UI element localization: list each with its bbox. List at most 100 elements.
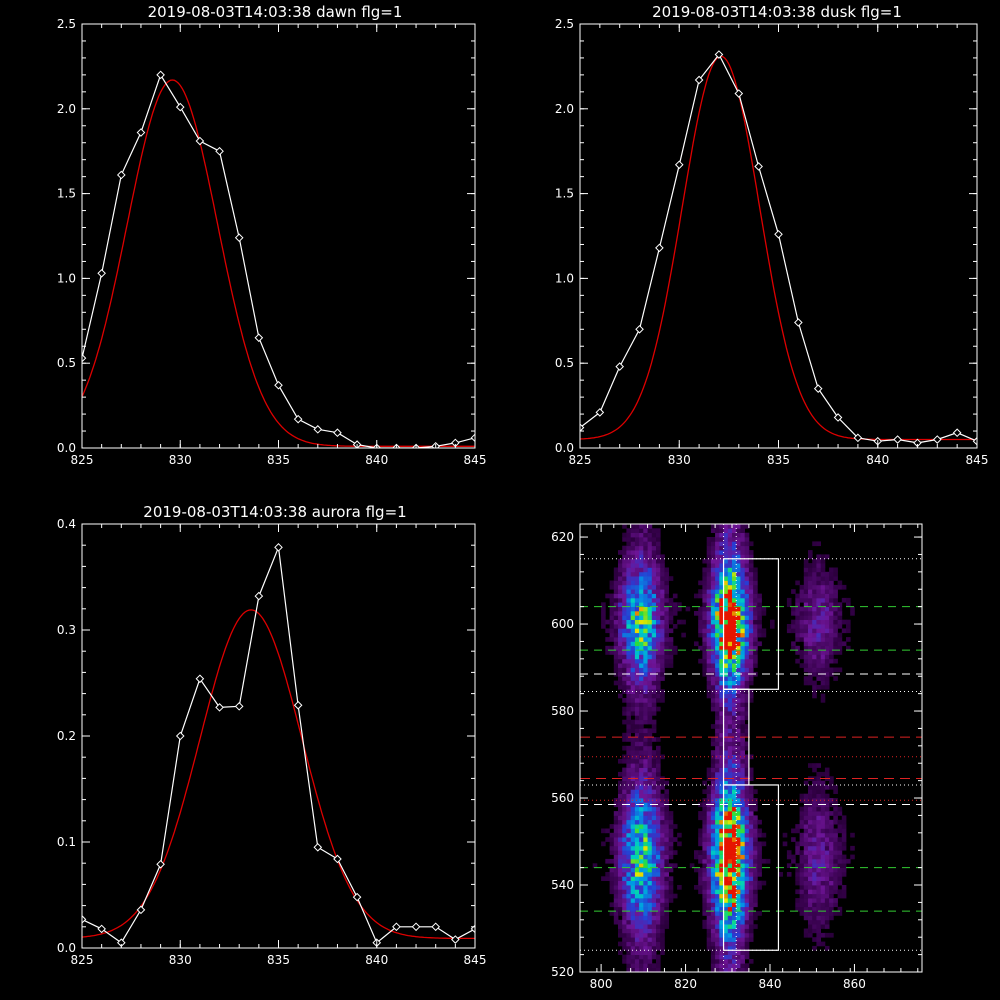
heatmap-pixel <box>803 850 809 855</box>
heatmap-pixel <box>710 911 716 916</box>
heatmap-pixel <box>753 902 758 908</box>
heatmap-pixel <box>748 541 754 547</box>
heatmap-pixel <box>719 645 724 651</box>
heatmap-pixel <box>639 563 644 568</box>
heatmap-pixel <box>824 815 830 821</box>
heatmap-pixel <box>816 872 821 877</box>
heatmap-pixel <box>732 841 737 847</box>
heatmap-pixel <box>664 911 669 916</box>
heatmap-pixel <box>748 563 754 568</box>
heatmap-pixel <box>719 554 724 560</box>
heatmap-pixel <box>647 867 653 873</box>
heatmap-pixel <box>740 945 745 951</box>
heatmap-pixel <box>643 815 648 821</box>
heatmap-pixel <box>710 967 716 973</box>
heatmap-pixel <box>618 841 623 847</box>
heatmap-pixel <box>639 763 644 768</box>
heatmap-pixel <box>618 850 623 855</box>
heatmap-pixel <box>651 963 657 968</box>
heatmap-pixel <box>816 580 821 586</box>
heatmap-pixel <box>630 615 636 620</box>
heatmap-pixel <box>710 837 716 842</box>
heatmap-pixel <box>630 893 636 899</box>
heatmap-pixel <box>799 597 805 603</box>
heatmap-pixel <box>618 898 623 903</box>
heatmap-pixel <box>664 584 669 590</box>
heatmap-pixel <box>626 815 631 821</box>
heatmap-pixel <box>613 867 619 873</box>
heatmap-pixel <box>656 915 661 921</box>
heatmap-pixel <box>740 898 745 903</box>
heatmap-pixel <box>846 597 851 603</box>
heatmap-pixel <box>609 902 615 908</box>
heatmap-pixel <box>799 850 805 855</box>
heatmap-pixel <box>630 567 636 573</box>
heatmap-pixel <box>744 589 750 594</box>
heatmap-pixel <box>660 658 665 664</box>
heatmap-pixel <box>656 867 661 873</box>
heatmap-pixel <box>727 698 733 703</box>
heatmap-pixel <box>744 563 750 568</box>
heatmap-pixel <box>812 654 817 660</box>
heatmap-pixel <box>820 576 826 581</box>
data-point-diamond <box>635 324 644 334</box>
heatmap-pixel <box>727 758 733 764</box>
heatmap-pixel <box>808 589 813 594</box>
heatmap-pixel <box>660 554 665 560</box>
heatmap-pixel <box>736 689 741 694</box>
heatmap-pixel <box>639 571 644 577</box>
heatmap-pixel <box>630 545 636 551</box>
heatmap-pixel <box>639 611 644 616</box>
heatmap-pixel <box>816 880 821 886</box>
heatmap-pixel <box>799 876 805 881</box>
heatmap-pixel <box>727 932 733 938</box>
heatmap-pixel <box>656 528 661 533</box>
x-tick-label: 840 <box>866 453 889 467</box>
heatmap-pixel <box>824 615 830 620</box>
x-tick-label: 840 <box>365 453 388 467</box>
heatmap-pixel <box>634 889 640 895</box>
heatmap-pixel <box>715 902 720 908</box>
heatmap-pixel <box>736 867 741 873</box>
heatmap-pixel <box>634 811 640 816</box>
heatmap-pixel <box>816 876 821 881</box>
heatmap-pixel <box>630 554 636 560</box>
heatmap-pixel <box>651 915 657 921</box>
heatmap-pixel <box>643 541 648 547</box>
heatmap-pixel <box>736 911 741 916</box>
heatmap-pixel <box>639 819 644 825</box>
heatmap-pixel <box>651 658 657 664</box>
heatmap-pixel <box>647 793 653 799</box>
heatmap-pixel <box>719 959 724 964</box>
heatmap-pixel <box>651 541 657 547</box>
heatmap-pixel <box>622 863 627 868</box>
heatmap-pixel <box>643 959 648 964</box>
heatmap-pixel <box>727 637 733 642</box>
heatmap-pixel <box>639 732 644 738</box>
heatmap-pixel <box>723 658 729 664</box>
data-point-diamond <box>293 414 303 424</box>
heatmap-pixel <box>651 563 657 568</box>
heatmap-pixel <box>656 815 661 821</box>
heatmap-pixel <box>799 606 805 612</box>
heatmap-pixel <box>820 819 826 825</box>
heatmap-pixel <box>643 698 648 703</box>
heatmap-pixel <box>630 876 636 881</box>
heatmap-pixel <box>613 919 619 925</box>
heatmap-pixel <box>706 911 712 916</box>
heatmap-pixel <box>651 641 657 647</box>
heatmap-pixel <box>618 684 623 690</box>
heatmap-pixel <box>812 793 817 799</box>
heatmap-pixel <box>820 589 826 594</box>
heatmap-pixel <box>740 537 745 542</box>
heatmap-pixel <box>732 898 737 903</box>
heatmap-pixel <box>723 945 729 951</box>
heatmap-pixel <box>829 863 834 868</box>
heatmap-pixel <box>664 806 669 812</box>
heatmap-pixel <box>694 850 699 855</box>
heatmap-pixel <box>639 776 644 781</box>
heatmap-pixel <box>613 854 619 860</box>
heatmap-pixel <box>795 619 800 625</box>
heatmap-pixel <box>643 750 648 755</box>
heatmap-pixel <box>651 811 657 816</box>
